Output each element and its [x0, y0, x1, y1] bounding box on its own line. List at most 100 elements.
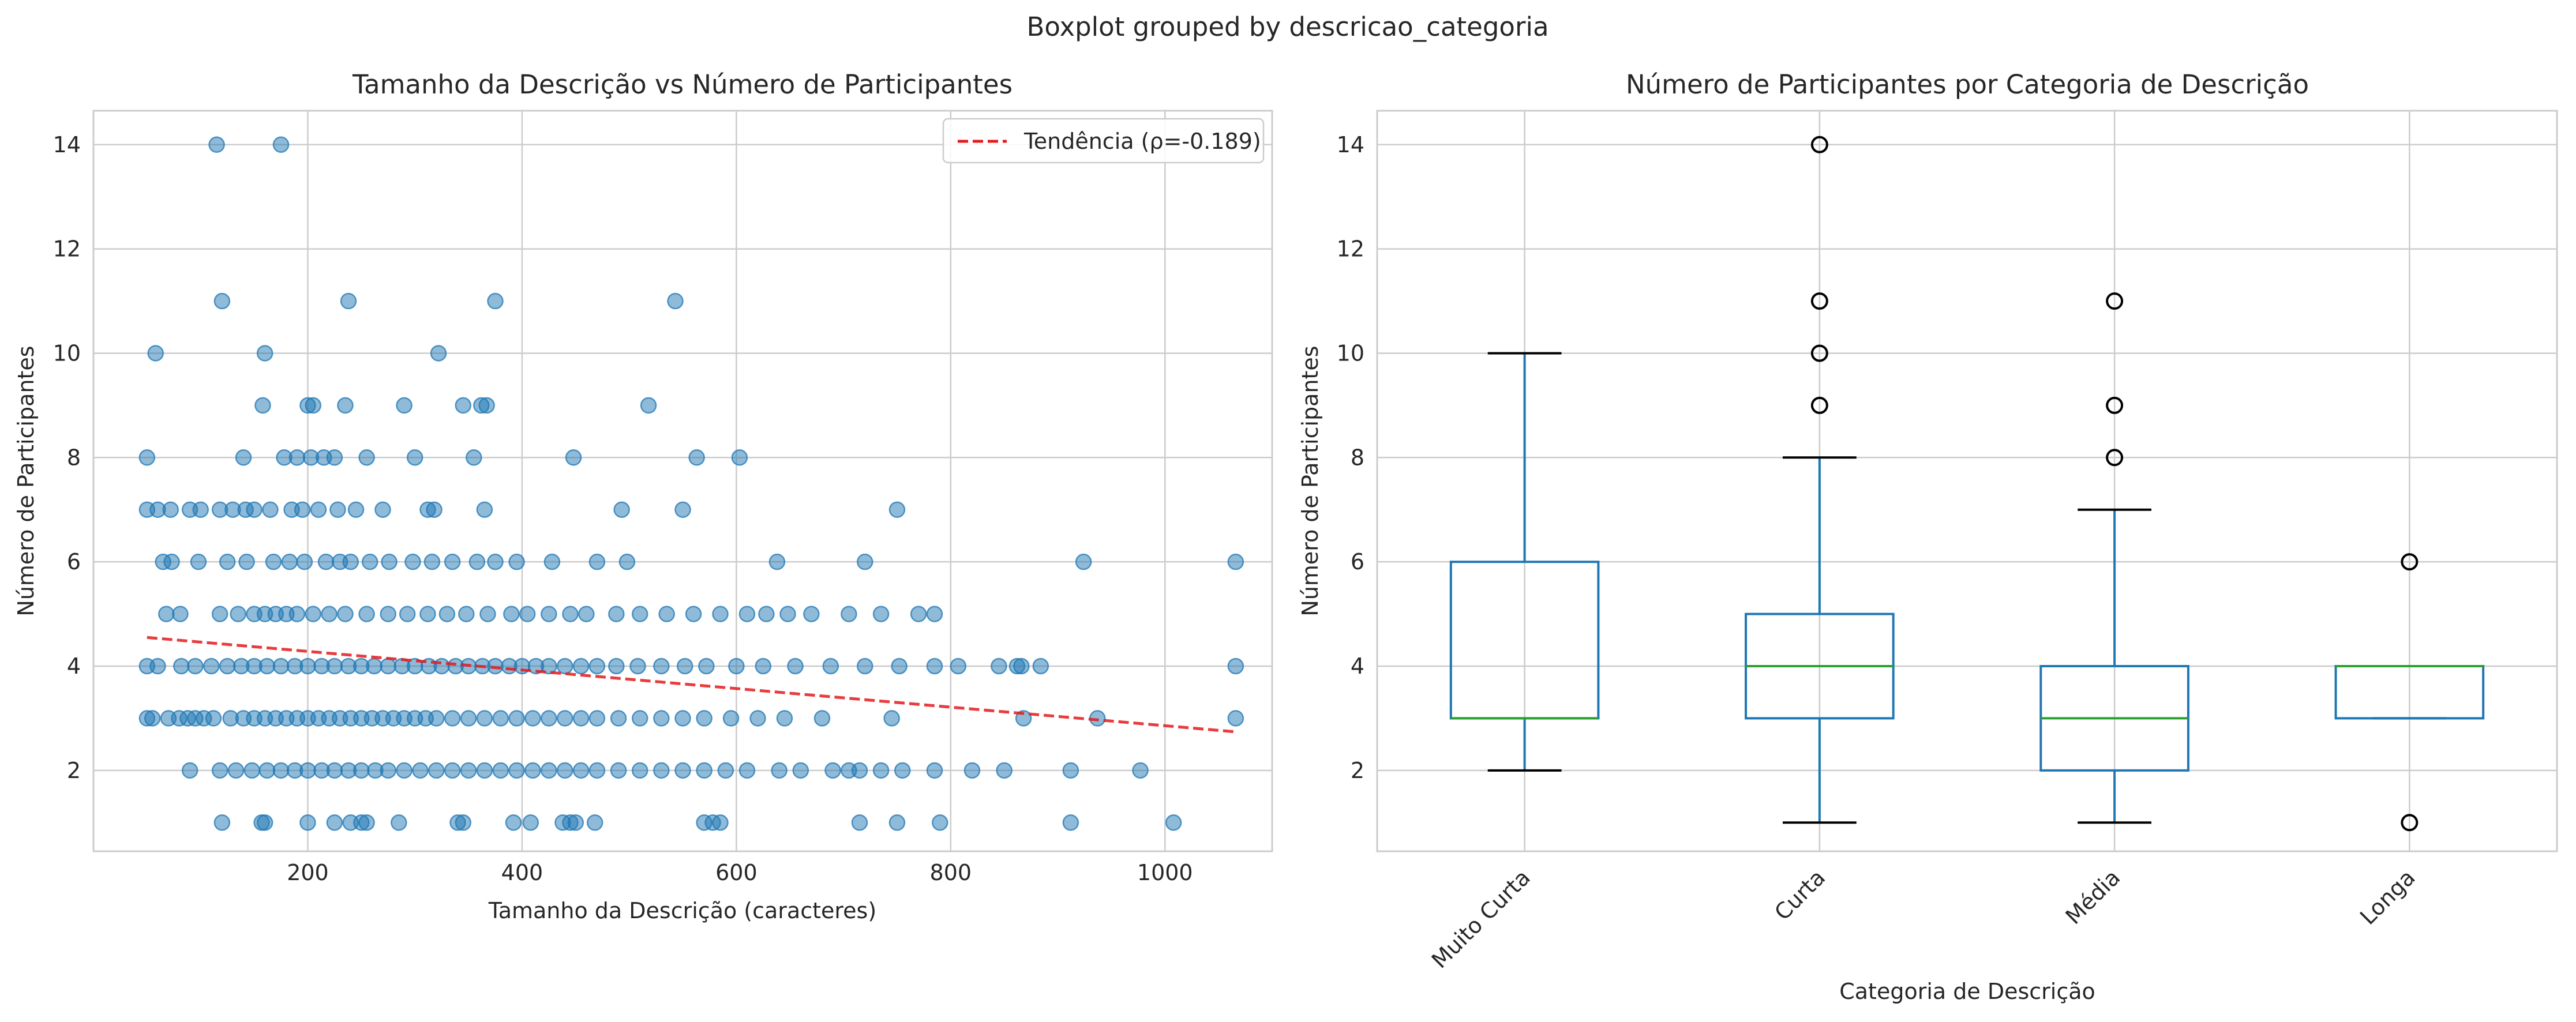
scatter-point — [428, 710, 445, 727]
outlier-point — [1810, 396, 1828, 414]
scatter-point — [851, 814, 868, 831]
scatter-point — [258, 657, 276, 675]
boxplot-x-label: Categoria de Descrição — [1839, 979, 2095, 1004]
scatter-point — [219, 657, 236, 675]
scatter-point — [430, 345, 447, 362]
scatter-point — [181, 762, 198, 779]
scatter-point — [950, 657, 967, 675]
scatter-point — [492, 762, 509, 779]
scatter-point — [851, 762, 868, 779]
scatter-point — [258, 762, 276, 779]
scatter-point — [856, 657, 873, 675]
scatter-point — [696, 762, 713, 779]
scatter-point — [305, 397, 321, 414]
scatter-point — [508, 710, 525, 727]
scatter-point — [361, 553, 378, 570]
scatter-point — [556, 762, 573, 779]
scatter-point — [404, 553, 421, 570]
scatter-point — [676, 657, 693, 675]
scatter-point — [455, 814, 472, 831]
scatter-point — [608, 657, 625, 675]
scatter-point — [294, 501, 311, 518]
scatter-x-label: Tamanho da Descrição (caracteres) — [488, 898, 876, 923]
scatter-point — [562, 606, 579, 622]
scatter-x-tick-label: 600 — [715, 860, 758, 885]
scatter-point — [337, 397, 354, 414]
scatter-panel: 200 400 600 800 1000 2 4 6 8 10 12 14 Tamanho da D… — [13, 69, 1273, 923]
scatter-point — [419, 606, 436, 622]
scatter-point — [926, 762, 943, 779]
scatter-point — [787, 657, 804, 675]
scatter-point — [931, 814, 948, 831]
scatter-point — [543, 553, 561, 570]
scatter-point — [779, 606, 796, 622]
scatter-point — [631, 762, 648, 779]
scatter-point — [213, 292, 231, 310]
scatter-point — [717, 762, 734, 779]
scatter-point — [246, 501, 263, 518]
scatter-point — [712, 814, 729, 831]
scatter-point — [162, 501, 179, 518]
scatter-point — [299, 657, 316, 675]
scatter-point — [487, 292, 504, 310]
scatter-point — [738, 606, 756, 622]
scatter-point — [567, 814, 584, 831]
scatter-point — [187, 657, 204, 675]
scatter-point — [272, 136, 290, 153]
scatter-point — [541, 762, 557, 779]
outlier-point — [2106, 292, 2124, 310]
scatter-point — [380, 762, 396, 779]
scatter-point — [658, 606, 675, 622]
scatter-point — [256, 345, 273, 362]
scatter-y-tick-label: 6 — [67, 549, 81, 574]
scatter-point — [455, 397, 472, 414]
scatter-point — [262, 501, 279, 518]
scatter-point — [380, 606, 396, 622]
scatter-point — [492, 710, 509, 727]
legend-frame — [942, 118, 1265, 164]
scatter-point — [310, 501, 327, 518]
scatter-point — [366, 657, 383, 675]
scatter-point — [910, 606, 927, 622]
scatter-point — [731, 449, 748, 466]
scatter-point — [358, 449, 375, 466]
scatter-point — [144, 710, 161, 727]
scatter-trend — [147, 636, 1236, 734]
scatter-point — [329, 501, 346, 518]
scatter-point — [272, 762, 290, 779]
scatter-point — [541, 606, 557, 622]
scatter-point — [444, 710, 461, 727]
scatter-point — [147, 345, 164, 362]
boxplot-y-tick-label: 4 — [1351, 653, 1364, 679]
scatter-y-tick-label: 4 — [67, 653, 81, 679]
outlier-point — [2401, 553, 2418, 571]
scatter-point — [476, 501, 493, 518]
scatter-point — [256, 814, 273, 831]
scatter-point — [479, 606, 496, 622]
scatter-point — [667, 292, 684, 310]
scatter-point — [824, 762, 841, 779]
scatter-point — [163, 553, 180, 570]
scatter-point — [173, 657, 190, 675]
scatter-point — [556, 657, 573, 675]
scatter-point — [996, 762, 1013, 779]
scatter-point — [1165, 814, 1182, 831]
scatter-point — [396, 762, 413, 779]
scatter-point — [556, 710, 573, 727]
scatter-x-tick-label: 200 — [287, 860, 329, 885]
scatter-point — [208, 136, 225, 153]
scatter-point — [572, 710, 590, 727]
scatter-point — [444, 553, 461, 570]
boxplot-y-label: Número de Participantes — [1298, 345, 1323, 616]
scatter-point — [926, 606, 943, 622]
scatter-point — [211, 606, 228, 622]
boxplot-y-tick-label: 6 — [1351, 549, 1364, 574]
scatter-point — [578, 606, 595, 622]
scatter-point — [771, 762, 788, 779]
scatter-point — [768, 553, 786, 570]
scatter-point — [991, 657, 1007, 675]
scatter-point — [353, 762, 370, 779]
scatter-frame — [92, 110, 1273, 852]
scatter-point — [758, 606, 775, 622]
